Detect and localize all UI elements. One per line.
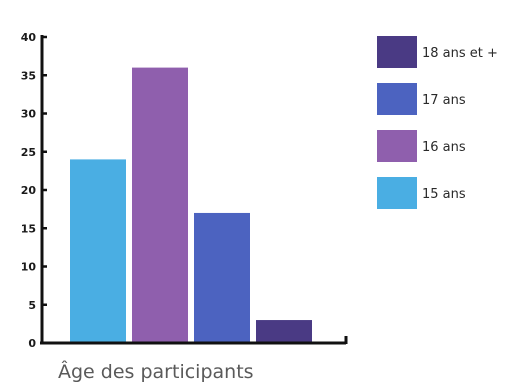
y-tick-label: 15 — [21, 222, 36, 235]
y-tick-label: 20 — [21, 184, 37, 197]
y-tick-label: 30 — [21, 108, 37, 121]
legend-item: 15 ans — [377, 177, 466, 209]
bar-15-ans — [70, 159, 126, 342]
legend-swatch — [377, 177, 417, 209]
y-tick-label: 25 — [21, 146, 36, 159]
legend-swatch — [377, 83, 417, 115]
bars — [70, 67, 312, 342]
y-tick-label: 10 — [21, 261, 37, 274]
bar-16-ans — [132, 67, 188, 342]
legend-item: 18 ans et + — [377, 36, 498, 68]
x-axis-label: Âge des participants — [58, 360, 254, 383]
legend-label: 15 ans — [422, 187, 466, 202]
y-axis: 0 5 10 15 20 25 30 35 40 — [21, 31, 348, 350]
legend-label: 17 ans — [422, 93, 466, 108]
legend-swatch — [377, 130, 417, 162]
legend-item: 16 ans — [377, 130, 466, 162]
legend-label: 18 ans et + — [422, 46, 498, 61]
y-tick-label: 0 — [28, 337, 36, 350]
legend-label: 16 ans — [422, 140, 466, 155]
y-tick-label: 35 — [21, 69, 36, 82]
legend-item: 17 ans — [377, 83, 466, 115]
bar-17-ans — [194, 212, 250, 342]
legend-swatch — [377, 36, 417, 68]
legend: 18 ans et + 17 ans 16 ans 15 ans — [377, 36, 498, 209]
y-tick-label: 5 — [28, 299, 36, 312]
bar-18-ans-et — [256, 320, 312, 342]
y-tick-label: 40 — [21, 31, 37, 44]
